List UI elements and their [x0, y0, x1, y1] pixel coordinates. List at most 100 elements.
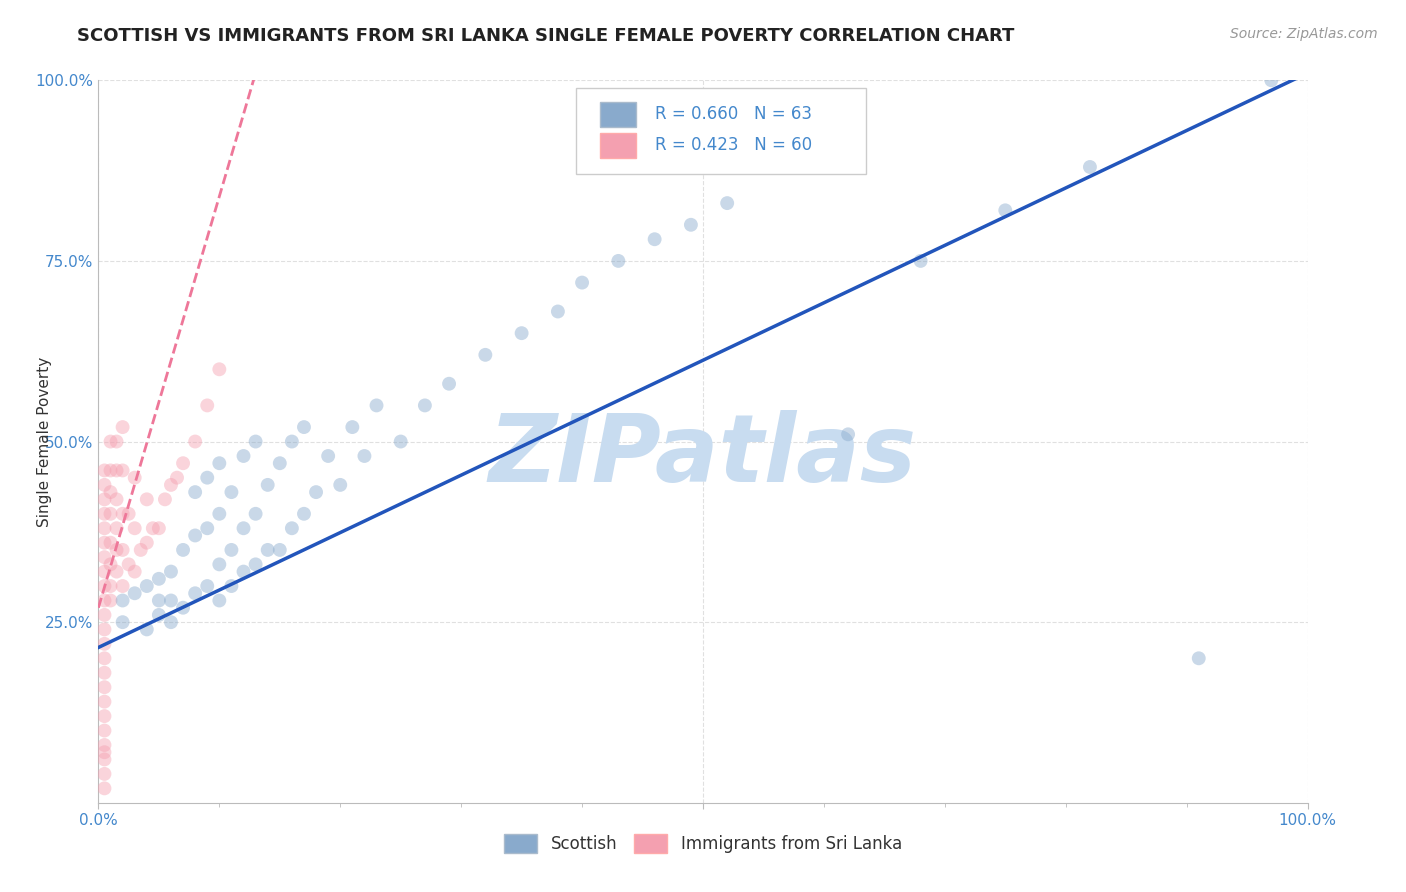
Point: [1078, 160, 1101, 174]
Point: [184, 586, 207, 600]
Point: [93, 463, 115, 477]
Point: [118, 558, 141, 572]
Point: [93, 680, 115, 694]
Point: [93, 709, 115, 723]
Point: [124, 470, 146, 484]
Point: [195, 398, 218, 412]
Point: [256, 542, 278, 557]
Point: [148, 521, 170, 535]
Text: Single Female Poverty: Single Female Poverty: [37, 357, 52, 526]
Point: [105, 492, 128, 507]
Point: [160, 615, 183, 630]
Point: [93, 607, 115, 622]
Point: [208, 558, 231, 572]
Point: [292, 420, 315, 434]
Point: [269, 542, 291, 557]
Point: [135, 535, 157, 549]
Point: [93, 651, 115, 665]
Point: [93, 695, 115, 709]
Point: [118, 507, 141, 521]
Point: [100, 485, 122, 500]
Point: [994, 203, 1017, 218]
Point: [221, 579, 243, 593]
Point: [111, 579, 134, 593]
Point: [208, 362, 231, 376]
Point: [389, 434, 412, 449]
Point: [100, 579, 122, 593]
Point: [93, 535, 115, 549]
Point: [111, 593, 134, 607]
Point: [100, 558, 122, 572]
Point: [93, 623, 115, 637]
Point: [232, 565, 254, 579]
Point: [93, 579, 115, 593]
Point: [160, 478, 183, 492]
Point: [93, 507, 115, 521]
Point: [269, 456, 291, 470]
Point: [111, 542, 134, 557]
Point: [292, 507, 315, 521]
Point: [93, 637, 115, 651]
Point: [172, 600, 194, 615]
Point: [111, 507, 134, 521]
Point: [105, 542, 128, 557]
Point: [100, 434, 122, 449]
Point: [571, 276, 593, 290]
Point: [910, 253, 932, 268]
Point: [93, 745, 115, 759]
Bar: [600, 102, 637, 128]
Point: [153, 492, 176, 507]
Point: [93, 781, 115, 796]
Point: [100, 463, 122, 477]
Point: [111, 463, 134, 477]
Point: [547, 304, 569, 318]
Point: [837, 427, 859, 442]
Point: [124, 586, 146, 600]
Point: [245, 507, 267, 521]
Point: [208, 507, 231, 521]
Point: [281, 434, 304, 449]
Point: [93, 593, 115, 607]
Point: [135, 623, 157, 637]
Point: [329, 478, 352, 492]
Point: [1260, 73, 1282, 87]
Text: Source: ZipAtlas.com: Source: ZipAtlas.com: [1230, 27, 1378, 41]
Point: [111, 420, 134, 434]
Legend: Scottish, Immigrants from Sri Lanka: Scottish, Immigrants from Sri Lanka: [498, 827, 908, 860]
Point: [232, 521, 254, 535]
Text: ZIPatlas: ZIPatlas: [489, 410, 917, 502]
Point: [607, 253, 630, 268]
Point: [93, 723, 115, 738]
Point: [93, 665, 115, 680]
Point: [256, 478, 278, 492]
Point: [93, 521, 115, 535]
Point: [221, 542, 243, 557]
Text: R = 0.423   N = 60: R = 0.423 N = 60: [655, 136, 811, 154]
Point: [208, 593, 231, 607]
Point: [124, 521, 146, 535]
Point: [195, 521, 218, 535]
Point: [184, 434, 207, 449]
Point: [195, 579, 218, 593]
Point: [93, 478, 115, 492]
Point: [510, 326, 533, 340]
Point: [281, 521, 304, 535]
Point: [129, 542, 152, 557]
Point: [245, 558, 267, 572]
Point: [172, 542, 194, 557]
Text: SCOTTISH VS IMMIGRANTS FROM SRI LANKA SINGLE FEMALE POVERTY CORRELATION CHART: SCOTTISH VS IMMIGRANTS FROM SRI LANKA SI…: [77, 27, 1015, 45]
Point: [93, 565, 115, 579]
Point: [93, 550, 115, 565]
Point: [644, 232, 666, 246]
Point: [100, 507, 122, 521]
Point: [474, 348, 496, 362]
Point: [245, 434, 267, 449]
Point: [105, 463, 128, 477]
Point: [93, 767, 115, 781]
Point: [342, 420, 364, 434]
Point: [437, 376, 460, 391]
Point: [208, 456, 231, 470]
Point: [100, 535, 122, 549]
Point: [305, 485, 328, 500]
Point: [366, 398, 388, 412]
